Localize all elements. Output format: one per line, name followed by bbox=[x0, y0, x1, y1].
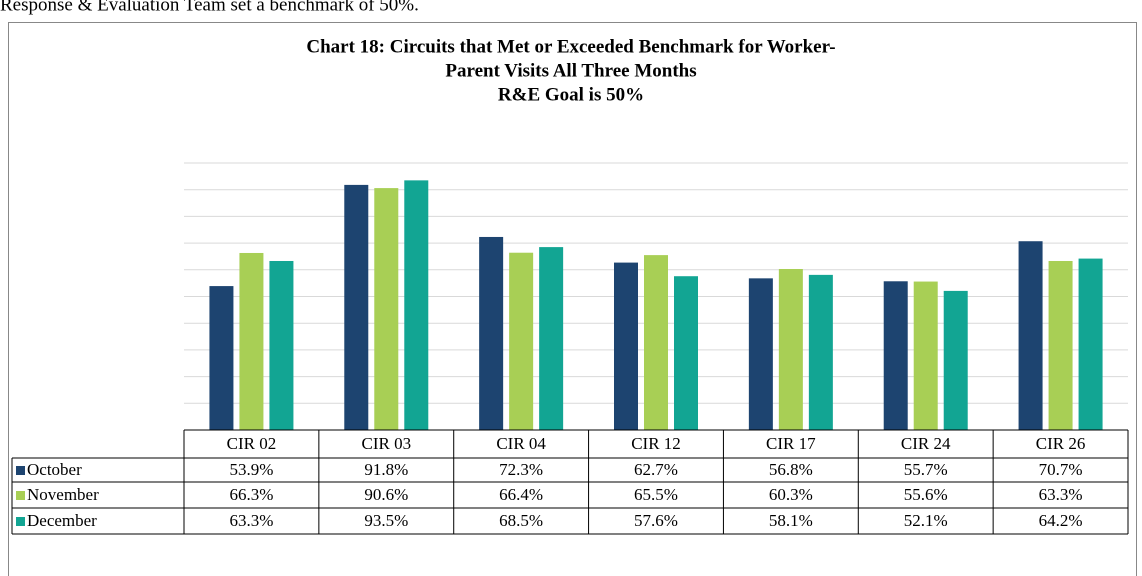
table-value: 93.5% bbox=[364, 511, 408, 530]
table-value: 63.3% bbox=[1039, 485, 1083, 504]
table-value: 62.7% bbox=[634, 460, 678, 479]
chart-title: Chart 18: Circuits that Met or Exceeded … bbox=[306, 36, 835, 57]
chart-border bbox=[8, 22, 1137, 576]
bar bbox=[404, 180, 429, 430]
table-value: 72.3% bbox=[499, 460, 543, 479]
table-value: 55.7% bbox=[904, 460, 948, 479]
x-tick-label: CIR 12 bbox=[631, 434, 681, 453]
table-value: 57.6% bbox=[634, 511, 678, 530]
table-value: 53.9% bbox=[229, 460, 273, 479]
legend-label: October bbox=[27, 460, 82, 479]
table-value: 55.6% bbox=[904, 485, 948, 504]
legend-swatch bbox=[16, 466, 25, 475]
bar bbox=[943, 290, 968, 430]
bar bbox=[614, 262, 638, 430]
bar bbox=[1078, 258, 1103, 430]
bar bbox=[1048, 260, 1073, 430]
bar bbox=[269, 260, 294, 430]
x-tick-label: CIR 26 bbox=[1036, 434, 1086, 453]
bar bbox=[1018, 241, 1043, 430]
legend-swatch bbox=[16, 517, 25, 526]
bar bbox=[778, 268, 803, 430]
x-tick-label: CIR 24 bbox=[901, 434, 951, 453]
bar bbox=[344, 184, 369, 430]
x-tick-label: CIR 17 bbox=[766, 434, 816, 453]
bar bbox=[883, 281, 908, 430]
x-tick-label: CIR 02 bbox=[227, 434, 277, 453]
bar bbox=[644, 255, 668, 430]
bar bbox=[913, 281, 938, 430]
table-value: 52.1% bbox=[904, 511, 948, 530]
bar bbox=[374, 188, 399, 430]
bar bbox=[674, 276, 698, 430]
x-tick-label: CIR 04 bbox=[496, 434, 546, 453]
chart-subtitle: R&E Goal is 50% bbox=[498, 84, 644, 105]
legend-label: November bbox=[27, 485, 99, 504]
table-value: 64.2% bbox=[1039, 511, 1083, 530]
table-value: 68.5% bbox=[499, 511, 543, 530]
table-value: 60.3% bbox=[769, 485, 813, 504]
bar bbox=[509, 252, 534, 430]
legend-label: December bbox=[27, 511, 97, 530]
table-value: 66.4% bbox=[499, 485, 543, 504]
bar bbox=[479, 236, 504, 430]
table-value: 56.8% bbox=[769, 460, 813, 479]
bar bbox=[209, 286, 234, 430]
bar bbox=[748, 278, 773, 430]
table-value: 91.8% bbox=[364, 460, 408, 479]
table-value: 63.3% bbox=[229, 511, 273, 530]
table-value: 58.1% bbox=[769, 511, 813, 530]
table-value: 66.3% bbox=[229, 485, 273, 504]
bar bbox=[239, 252, 264, 430]
table-value: 70.7% bbox=[1039, 460, 1083, 479]
bar bbox=[539, 247, 564, 430]
table-value: 65.5% bbox=[634, 485, 678, 504]
chart-title: Parent Visits All Three Months bbox=[445, 60, 696, 81]
bar bbox=[808, 274, 833, 430]
intro-text: Response & Evaluation Team set a benchma… bbox=[0, 0, 419, 15]
table-value: 90.6% bbox=[364, 485, 408, 504]
x-tick-label: CIR 03 bbox=[361, 434, 411, 453]
legend-swatch bbox=[16, 491, 25, 500]
